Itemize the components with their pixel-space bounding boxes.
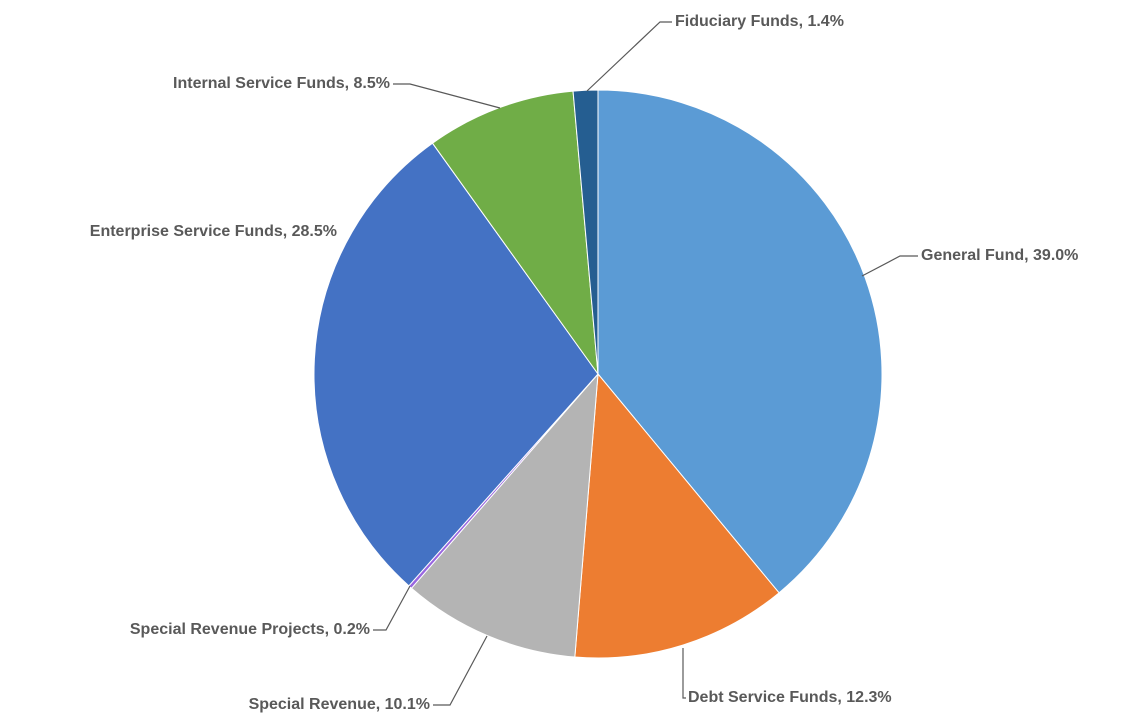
pie-slice — [410, 372, 599, 658]
leader-line — [393, 83, 501, 109]
data-label: Internal Service Funds, 8.5% — [173, 75, 390, 92]
leader-line — [433, 635, 488, 706]
data-label: Fiduciary Funds, 1.4% — [675, 13, 844, 30]
data-label: General Fund, 39.0% — [921, 247, 1078, 264]
leader-line — [373, 585, 411, 631]
data-label: Special Revenue Projects, 0.2% — [130, 621, 370, 638]
data-label: Enterprise Service Funds, 28.5% — [90, 223, 337, 240]
leader-line — [586, 21, 672, 92]
pie-slice — [313, 142, 599, 587]
pie-slice — [572, 89, 599, 375]
pie-slice — [597, 89, 883, 594]
data-label: Special Revenue, 10.1% — [249, 696, 430, 713]
pie-slice — [574, 372, 780, 659]
leader-line — [682, 648, 686, 699]
data-label: Debt Service Funds, 12.3% — [688, 689, 892, 706]
leader-line — [861, 255, 918, 277]
